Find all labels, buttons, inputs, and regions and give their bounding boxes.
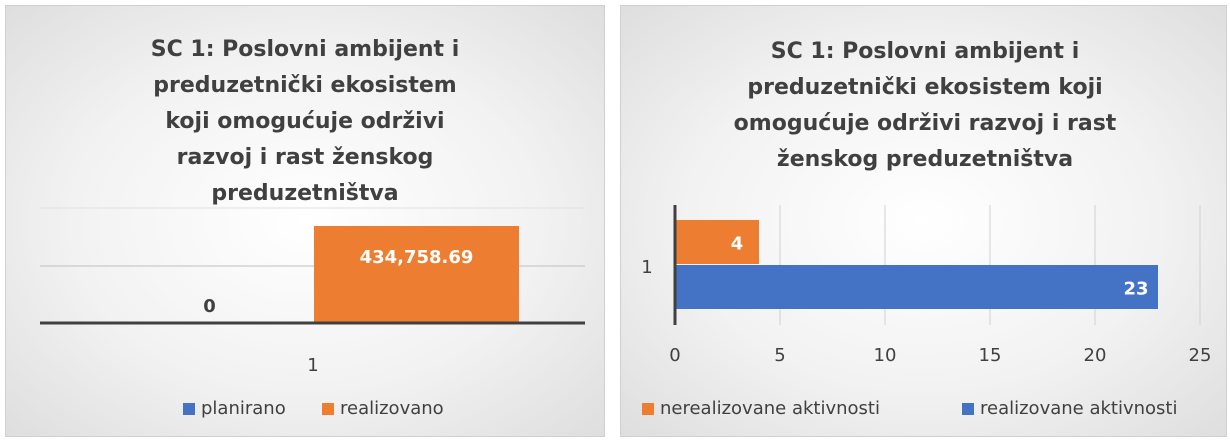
x-tick-label: 0 (669, 345, 680, 366)
bar (675, 220, 759, 264)
x-tick-label: 25 (1189, 345, 1212, 366)
y-tick-label: 1 (641, 257, 652, 278)
x-tick-label: 10 (874, 345, 897, 366)
data-label: 4 (731, 234, 744, 255)
chart-panel (5, 5, 605, 437)
x-tick-label: 20 (1084, 345, 1107, 366)
legend-label: realizovane aktivnosti (980, 398, 1177, 419)
bar (675, 265, 1158, 309)
legend-swatch (183, 403, 195, 415)
legend-swatch (962, 403, 974, 415)
data-label: 434,758.69 (360, 247, 474, 268)
x-tick-label: 1 (307, 355, 318, 376)
bar (314, 226, 519, 323)
legend-swatch (322, 403, 334, 415)
data-label: 23 (1123, 279, 1148, 300)
legend-label: realizovano (340, 398, 444, 419)
chart-title: SC 1: Poslovni ambijent i preduzetnički … (733, 39, 1117, 172)
legend-label: planirano (201, 398, 286, 419)
legend-label: nerealizovane aktivnosti (660, 398, 880, 419)
chart-title: SC 1: Poslovni ambijent i preduzetnički … (150, 37, 460, 206)
data-label: 0 (203, 296, 216, 317)
x-tick-label: 5 (774, 345, 785, 366)
legend-swatch (642, 403, 654, 415)
x-tick-label: 15 (979, 345, 1002, 366)
